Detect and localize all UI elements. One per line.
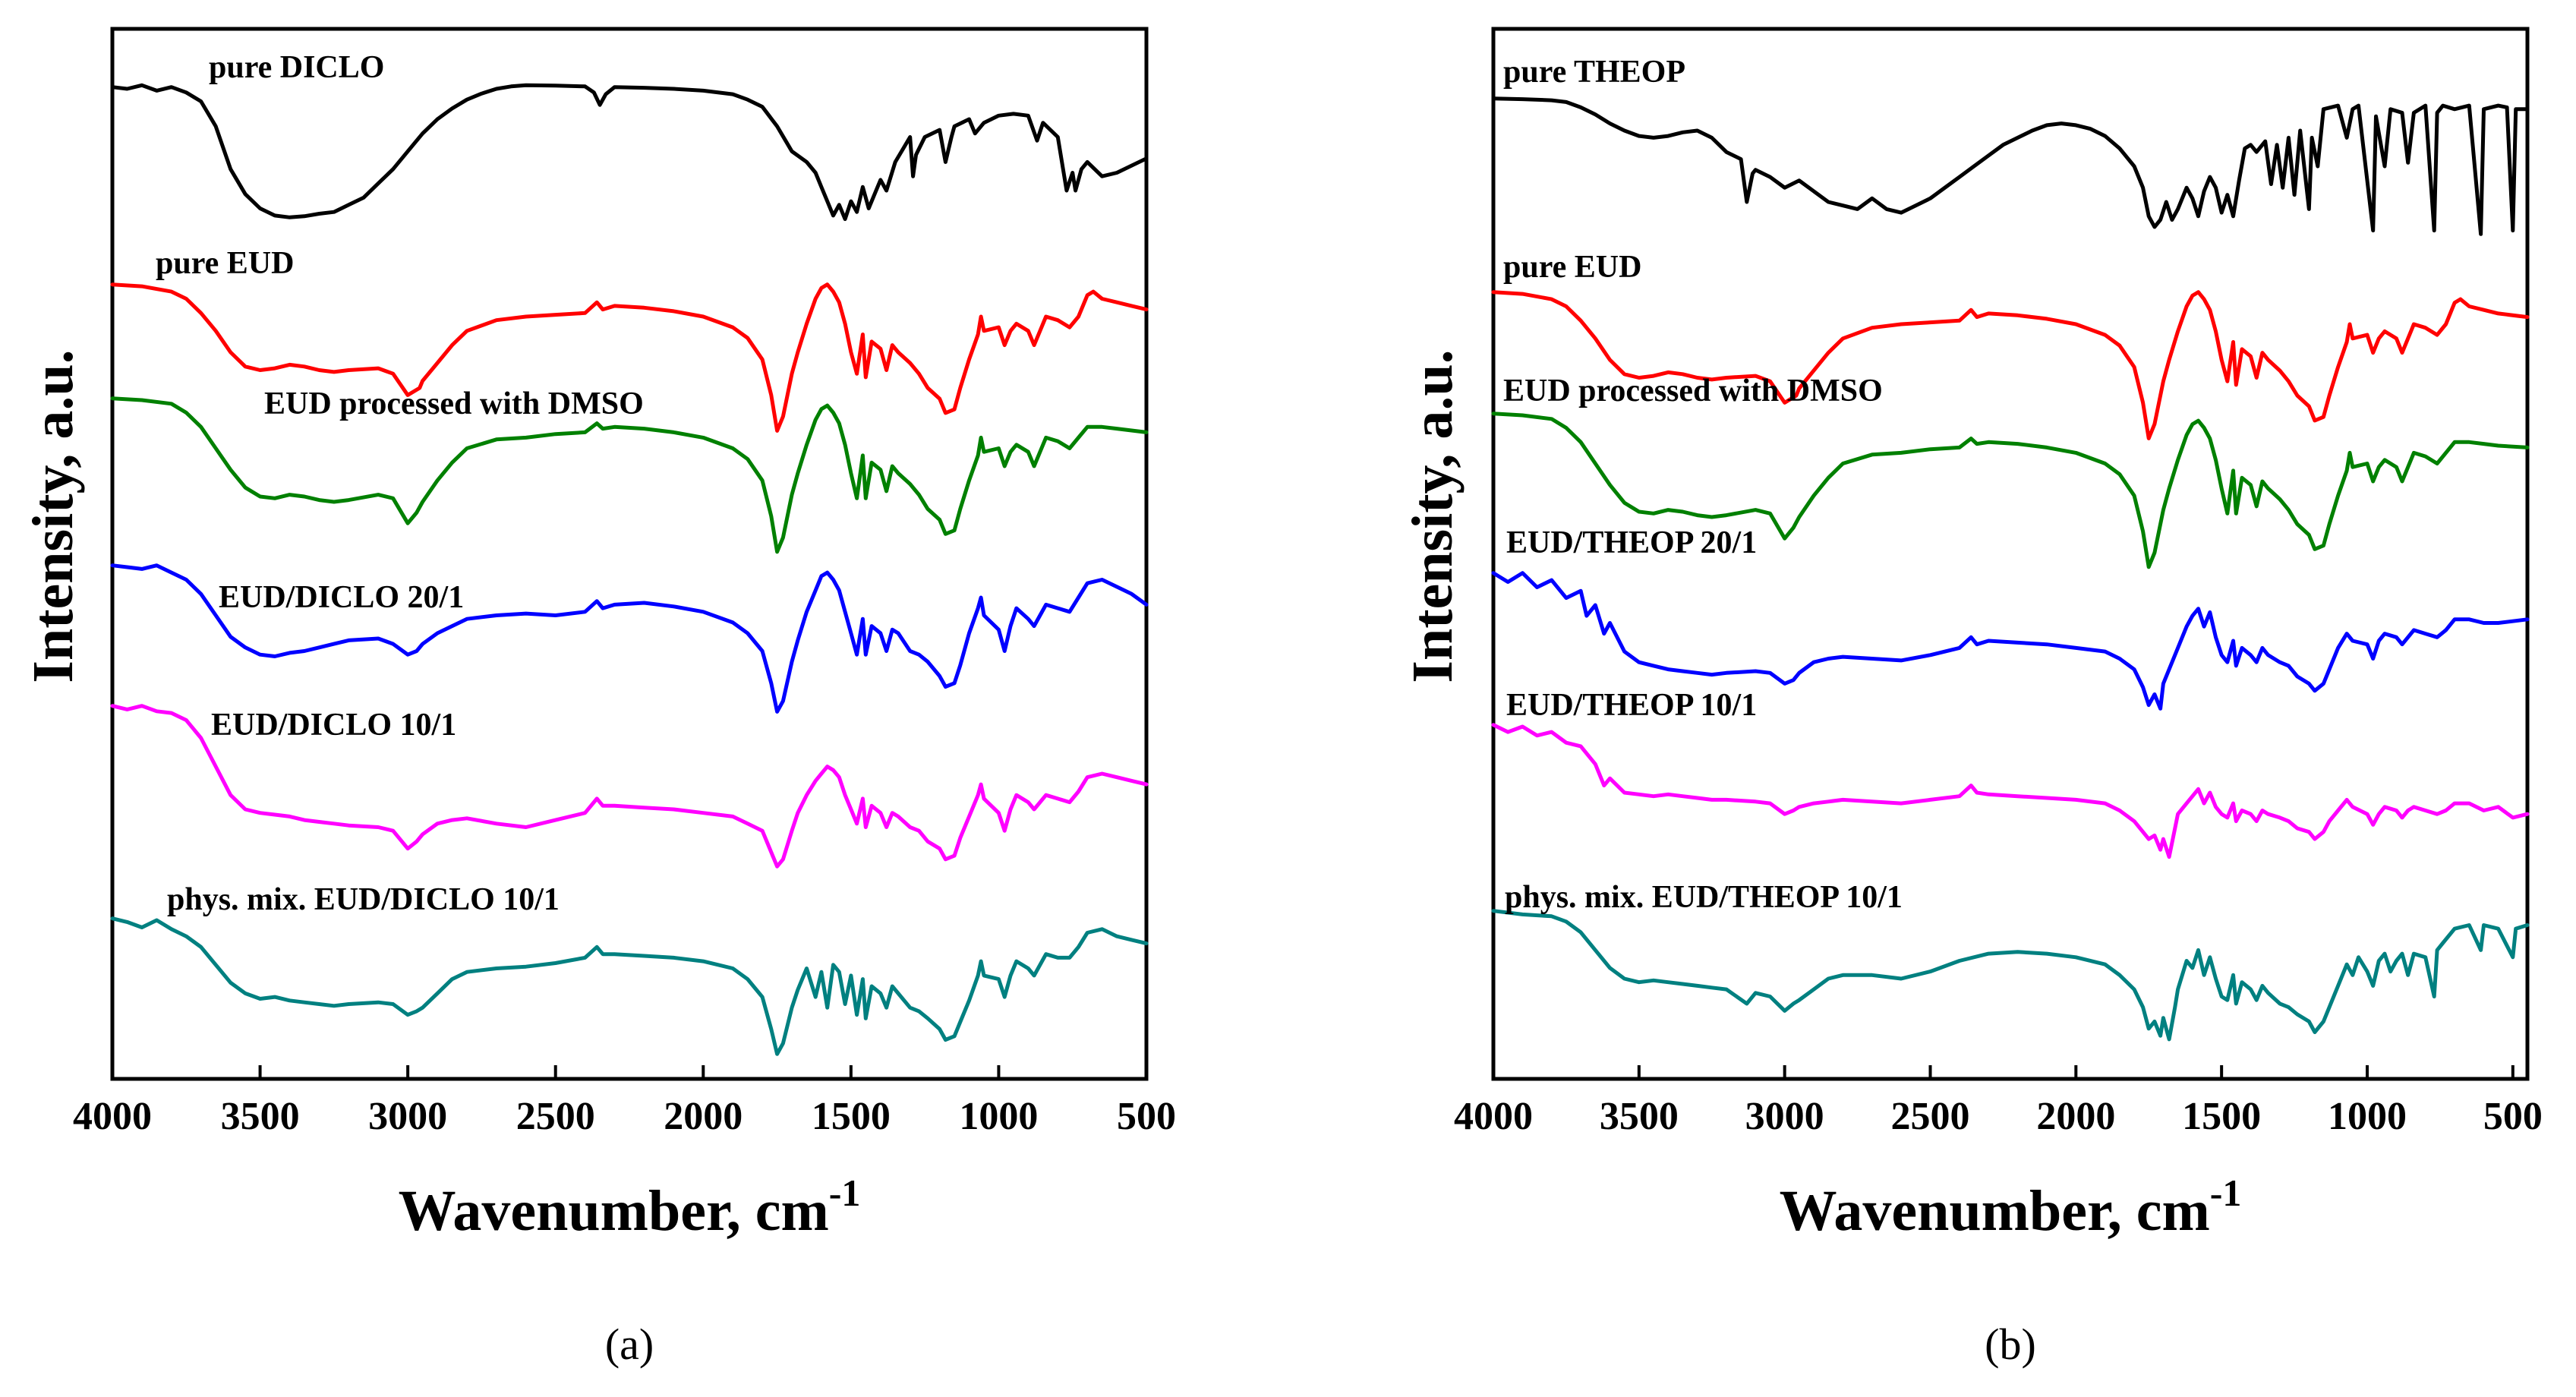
series-label-0-5: phys. mix. EUD/DICLO 10/1 [167,882,560,917]
x-tick-label-0-6: 1000 [959,1095,1038,1138]
series-line-1-5 [1491,909,2530,1042]
x-tick-label-1-2: 3000 [1745,1095,1824,1138]
panel-label-b: (b) [1985,1320,2036,1369]
x-axis-title-b: Wavenumber, cm-1 [1780,1172,2242,1243]
x-axis-title-a: Wavenumber, cm-1 [399,1172,861,1243]
y-axis-title-a: Intensity, a.u. [21,349,85,683]
x-tick-label-0-4: 2000 [664,1095,743,1138]
traces-a [110,83,1149,1056]
x-tick-label-1-3: 2500 [1890,1095,1969,1138]
plot-frame-a [110,27,1149,1081]
x-ticks-a: 4000 3500 3000 2500 2000 1500 1000 500 [73,1065,1176,1138]
series-line-1-1 [1491,290,2530,440]
x-tick-label-1-5: 1500 [2182,1095,2261,1138]
series-line-0-5 [110,916,1149,1056]
x-tick-label-0-5: 1500 [812,1095,891,1138]
series-line-0-4 [110,704,1149,869]
series-label-1-1: pure EUD [1503,250,1641,285]
series-line-1-3 [1491,571,2530,711]
x-tick-label-1-0: 4000 [1454,1095,1533,1138]
series-line-0-1 [110,282,1149,433]
series-line-0-3 [110,563,1149,714]
series-label-1-3: EUD/THEOP 20/1 [1506,525,1757,560]
series-line-0-0 [110,83,1149,222]
series-label-0-3: EUD/DICLO 20/1 [219,580,464,615]
x-tick-label-1-6: 1000 [2328,1095,2407,1138]
x-tick-label-0-1: 3500 [221,1095,300,1138]
series-label-1-0: pure THEOP [1503,55,1685,90]
series-line-1-0 [1491,96,2530,236]
x-tick-label-0-7: 500 [1117,1095,1176,1138]
traces-b [1491,96,2530,1042]
series-label-0-0: pure DICLO [209,50,384,85]
plot-frame-b [1491,27,2530,1081]
x-tick-label-0-0: 4000 [73,1095,152,1138]
series-label-1-4: EUD/THEOP 10/1 [1506,688,1757,723]
x-tick-label-0-2: 3000 [368,1095,447,1138]
series-label-1-2: EUD processed with DMSO [1503,374,1883,408]
series-label-0-2: EUD processed with DMSO [264,386,644,421]
series-line-0-2 [110,396,1149,554]
x-tick-label-1-1: 3500 [1600,1095,1679,1138]
series-label-0-1: pure EUD [156,246,294,281]
x-tick-label-1-4: 2000 [2036,1095,2115,1138]
series-line-1-4 [1491,723,2530,859]
y-axis-title-b: Intensity, a.u. [1401,349,1465,683]
series-line-1-2 [1491,412,2530,569]
series-label-0-4: EUD/DICLO 10/1 [211,708,456,743]
panel-a: 4000 3500 3000 2500 2000 1500 1000 500 pure DIC… [21,27,1176,1369]
x-tick-label-0-3: 2500 [516,1095,595,1138]
x-tick-label-1-7: 500 [2483,1095,2543,1138]
series-label-1-5: phys. mix. EUD/THEOP 10/1 [1505,880,1903,915]
panel-b: 4000 3500 3000 2500 2000 1500 1000 500 pure THE… [1401,27,2543,1369]
series-labels-b: pure THEOP pure EUD EUD processed with DMS… [1503,55,1903,915]
series-labels-a: pure DICLO pure EUD EUD processed with DMS… [156,50,644,917]
panel-label-a: (a) [605,1320,654,1369]
x-ticks-b: 4000 3500 3000 2500 2000 1500 1000 500 [1454,1065,2543,1138]
